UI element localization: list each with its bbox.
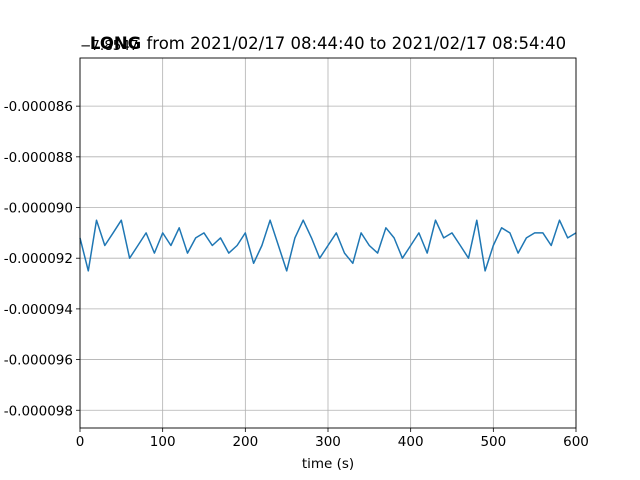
y-tick-label: -0.000096 — [4, 353, 73, 369]
x-tick-label: 0 — [76, 434, 85, 450]
y-tick-label: -0.000098 — [4, 403, 73, 419]
series-layer — [79, 219, 577, 272]
y-tick-label: -0.000088 — [4, 150, 73, 166]
x-tick-label: 400 — [398, 434, 424, 450]
x-axis-label: time (s) — [302, 456, 354, 472]
grid-lines — [79, 58, 577, 428]
y-tick-label: -0.000090 — [4, 201, 73, 217]
y-tick-label: -0.000094 — [4, 302, 73, 318]
x-tick-label: 100 — [150, 434, 176, 450]
x-tick-label: 500 — [480, 434, 506, 450]
x-tick-label: 200 — [232, 434, 258, 450]
chart-title-bold: LONG — [90, 34, 141, 53]
y-tick-label: -0.000086 — [4, 99, 73, 115]
x-tick-label: 600 — [563, 434, 589, 450]
chart-title-rest: from 2021/02/17 08:44:40 to 2021/02/17 0… — [141, 34, 566, 53]
tick-layer: 0 100 200 300 400 500 600 -0.000098 -0.000096 -0.… — [4, 99, 589, 450]
series-line — [79, 219, 577, 272]
y-offset-label: −7.8547 — [80, 38, 139, 54]
chart-title: LONG from 2021/02/17 08:44:40 to 2021/02… — [90, 34, 566, 53]
x-tick-label: 300 — [315, 434, 341, 450]
y-tick-label: -0.000092 — [4, 251, 73, 267]
